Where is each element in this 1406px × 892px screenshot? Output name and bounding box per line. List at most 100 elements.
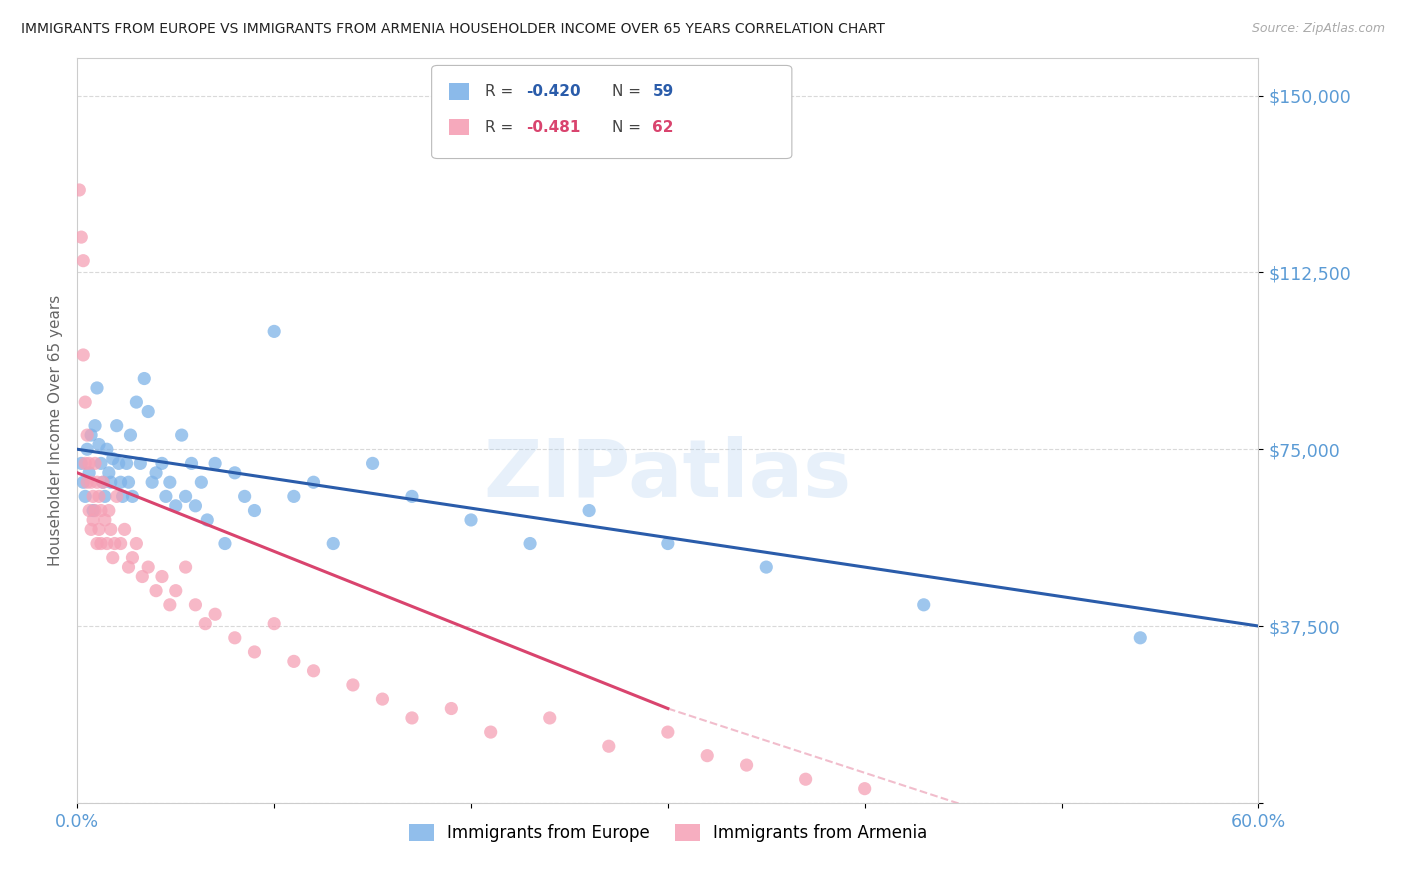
Point bbox=[165, 499, 187, 513]
Text: Source: ZipAtlas.com: Source: ZipAtlas.com bbox=[1251, 22, 1385, 36]
Point bbox=[87, 489, 110, 503]
Text: ZIPatlas: ZIPatlas bbox=[484, 436, 852, 514]
Point bbox=[136, 404, 159, 418]
Point bbox=[263, 616, 285, 631]
Point bbox=[538, 711, 561, 725]
Text: 62: 62 bbox=[652, 120, 673, 135]
Text: 59: 59 bbox=[652, 84, 673, 99]
Text: N =: N = bbox=[613, 84, 647, 99]
Point bbox=[101, 451, 124, 466]
Point bbox=[136, 560, 159, 574]
Point bbox=[180, 456, 202, 470]
Point bbox=[104, 536, 127, 550]
Point bbox=[100, 475, 122, 490]
Point bbox=[194, 616, 217, 631]
Point bbox=[94, 489, 117, 503]
Point bbox=[91, 475, 114, 490]
Y-axis label: Householder Income Over 65 years: Householder Income Over 65 years bbox=[48, 294, 63, 566]
Point bbox=[86, 536, 108, 550]
Point bbox=[80, 475, 103, 490]
Point bbox=[460, 513, 482, 527]
Point bbox=[657, 536, 679, 550]
Point bbox=[72, 475, 94, 490]
Point bbox=[87, 437, 110, 451]
Point bbox=[195, 513, 218, 527]
Point bbox=[72, 348, 94, 362]
Point bbox=[82, 503, 104, 517]
Point bbox=[97, 466, 120, 480]
Point bbox=[342, 678, 364, 692]
Point bbox=[75, 489, 97, 503]
Text: R =: R = bbox=[485, 120, 517, 135]
Point bbox=[107, 456, 129, 470]
Point bbox=[401, 489, 423, 503]
Point bbox=[129, 456, 152, 470]
Text: IMMIGRANTS FROM EUROPE VS IMMIGRANTS FROM ARMENIA HOUSEHOLDER INCOME OVER 65 YEA: IMMIGRANTS FROM EUROPE VS IMMIGRANTS FRO… bbox=[21, 22, 884, 37]
Point bbox=[77, 456, 100, 470]
Point bbox=[80, 522, 103, 536]
Point bbox=[94, 513, 117, 527]
Point bbox=[120, 428, 142, 442]
Point bbox=[80, 428, 103, 442]
FancyBboxPatch shape bbox=[432, 65, 792, 159]
Point bbox=[224, 466, 246, 480]
Point bbox=[159, 598, 181, 612]
Point bbox=[696, 748, 718, 763]
Point bbox=[121, 550, 143, 565]
Point bbox=[204, 456, 226, 470]
Point bbox=[224, 631, 246, 645]
Point bbox=[578, 503, 600, 517]
Point bbox=[204, 607, 226, 622]
Point bbox=[150, 456, 173, 470]
Point bbox=[155, 489, 177, 503]
Point bbox=[76, 442, 98, 457]
Point bbox=[82, 489, 104, 503]
Point bbox=[134, 371, 156, 385]
Point bbox=[82, 513, 104, 527]
Point bbox=[145, 466, 167, 480]
Point bbox=[110, 536, 132, 550]
Point bbox=[214, 536, 236, 550]
Point bbox=[86, 475, 108, 490]
FancyBboxPatch shape bbox=[450, 119, 468, 136]
Point bbox=[90, 503, 112, 517]
Point bbox=[322, 536, 344, 550]
Point bbox=[598, 739, 620, 754]
Point bbox=[243, 645, 266, 659]
Point bbox=[1129, 631, 1152, 645]
Point bbox=[302, 664, 325, 678]
Point bbox=[76, 428, 98, 442]
Point bbox=[125, 536, 148, 550]
Point bbox=[131, 569, 153, 583]
Point bbox=[371, 692, 394, 706]
Point bbox=[302, 475, 325, 490]
Point bbox=[97, 503, 120, 517]
Point bbox=[70, 230, 93, 244]
Point bbox=[75, 456, 97, 470]
Point bbox=[70, 456, 93, 470]
Point bbox=[77, 503, 100, 517]
Point bbox=[84, 456, 107, 470]
Point bbox=[735, 758, 758, 772]
Point bbox=[84, 503, 107, 517]
Point bbox=[125, 395, 148, 409]
Text: -0.420: -0.420 bbox=[526, 84, 581, 99]
Point bbox=[794, 772, 817, 787]
Point bbox=[657, 725, 679, 739]
Point bbox=[263, 325, 285, 339]
Point bbox=[101, 550, 124, 565]
Point bbox=[170, 428, 193, 442]
Point bbox=[114, 522, 136, 536]
Point bbox=[190, 475, 212, 490]
Point bbox=[75, 395, 97, 409]
Point bbox=[165, 583, 187, 598]
Point bbox=[72, 253, 94, 268]
Point bbox=[283, 654, 305, 668]
Point bbox=[755, 560, 778, 574]
Point bbox=[479, 725, 502, 739]
Point bbox=[853, 781, 876, 796]
Point bbox=[67, 183, 90, 197]
Point bbox=[90, 456, 112, 470]
Point bbox=[84, 418, 107, 433]
Text: N =: N = bbox=[613, 120, 647, 135]
